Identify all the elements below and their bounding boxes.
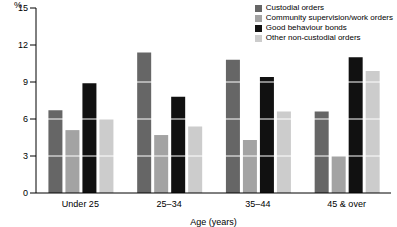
svg-text:Under 25: Under 25: [62, 199, 99, 209]
html-text:Community supervision/work ord: Community supervision/work orders: [265, 13, 393, 22]
svg-text:0: 0: [23, 188, 28, 198]
svg-text:15: 15: [18, 3, 28, 14]
svg-text:9: 9: [23, 77, 28, 87]
html-text:Good behaviour bonds: Good behaviour bonds: [265, 23, 347, 32]
html-text:Custodial orders: Custodial orders: [265, 3, 325, 12]
html-text:Other non-custodial orders: Other non-custodial orders: [265, 33, 361, 42]
svg-text:45 & over: 45 & over: [327, 199, 366, 209]
svg-text:3: 3: [23, 151, 28, 161]
svg-text:Age (years): Age (years): [190, 217, 237, 227]
svg-text:6: 6: [23, 114, 28, 124]
svg-text:25–34: 25–34: [157, 199, 182, 209]
svg-text:35–44: 35–44: [245, 199, 270, 209]
svg-text:12: 12: [18, 40, 28, 50]
